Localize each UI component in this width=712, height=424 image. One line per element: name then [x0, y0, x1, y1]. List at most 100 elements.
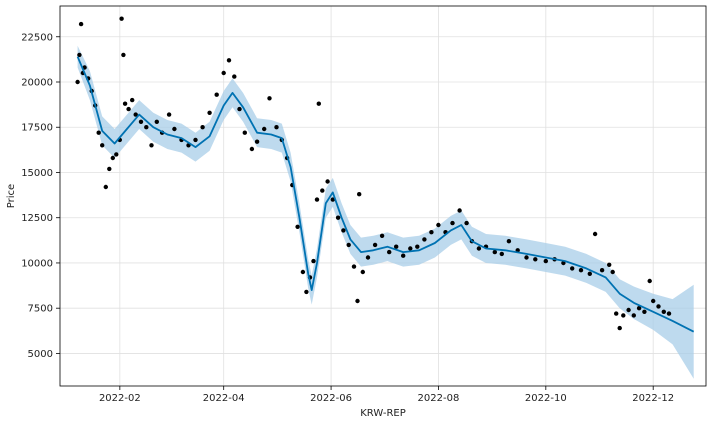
- observed-point: [422, 237, 427, 242]
- y-axis-ticks: 5000 7500 10000 12500 15000 17500 20000 22500: [21, 32, 60, 360]
- y-tick-label: 12500: [21, 213, 53, 224]
- observed-point: [214, 92, 219, 97]
- observed-point: [154, 119, 159, 125]
- observed-point: [232, 74, 237, 79]
- observed-point: [642, 309, 647, 314]
- observed-point: [351, 264, 357, 269]
- observed-point: [592, 231, 598, 237]
- y-tick-label: 5000: [28, 349, 53, 360]
- observed-point: [457, 208, 462, 213]
- observed-point: [429, 230, 434, 235]
- observed-point: [103, 184, 109, 190]
- observed-point: [666, 311, 672, 316]
- observed-point: [621, 313, 626, 318]
- x-axis-ticks: 2022-02 2022-04 2022-06 2022-08 2022-10 2022-…: [99, 386, 674, 404]
- observed-point: [408, 246, 413, 251]
- x-tick-label: 2022-10: [525, 393, 567, 404]
- y-tick-label: 17500: [21, 123, 53, 134]
- y-tick-label: 22500: [21, 32, 53, 43]
- observed-point: [570, 266, 575, 271]
- y-tick-label: 10000: [21, 258, 53, 269]
- observed-point: [226, 58, 232, 63]
- observed-point: [599, 268, 605, 273]
- observed-point: [304, 289, 309, 295]
- observed-point: [149, 143, 154, 148]
- x-tick-label: 2022-02: [99, 393, 141, 404]
- observed-point: [360, 269, 365, 275]
- observed-point: [450, 220, 455, 226]
- observed-point: [476, 246, 482, 251]
- observed-point: [325, 179, 330, 184]
- observed-point: [114, 152, 119, 157]
- observed-point: [311, 258, 316, 264]
- y-tick-label: 20000: [21, 78, 53, 89]
- observed-point: [274, 125, 279, 130]
- observed-point: [330, 197, 335, 202]
- observed-point: [133, 112, 138, 117]
- observed-point: [130, 97, 135, 103]
- y-tick-label: 7500: [28, 304, 53, 315]
- observed-point: [636, 306, 642, 311]
- observed-point: [561, 260, 566, 266]
- observed-point: [262, 126, 267, 132]
- observed-point: [237, 106, 242, 112]
- observed-point: [341, 228, 346, 233]
- observed-point: [415, 244, 420, 249]
- observed-point: [267, 96, 272, 101]
- observed-point: [316, 101, 321, 106]
- observed-point: [524, 255, 529, 260]
- observed-point: [77, 52, 82, 58]
- x-tick-label: 2022-04: [203, 393, 245, 404]
- observed-point: [346, 242, 351, 248]
- observed-point: [107, 166, 112, 172]
- x-tick-label: 2022-12: [632, 393, 674, 404]
- observed-point: [499, 251, 504, 257]
- observed-point: [314, 197, 320, 202]
- observed-point: [172, 126, 177, 132]
- observed-point: [661, 309, 666, 314]
- observed-point: [436, 222, 441, 228]
- observed-point: [110, 155, 116, 161]
- observed-point: [631, 313, 636, 318]
- forecast-line: [76, 56, 695, 333]
- observed-point: [379, 233, 385, 238]
- observed-point: [96, 130, 101, 135]
- observed-point: [492, 249, 497, 255]
- observed-point: [249, 146, 255, 152]
- observed-point: [300, 269, 306, 275]
- observed-point: [357, 192, 362, 197]
- observed-point: [121, 52, 126, 58]
- observed-point: [200, 125, 205, 130]
- observed-point: [587, 271, 592, 276]
- observed-point: [394, 244, 399, 249]
- x-axis-label: KRW-REP: [360, 408, 406, 419]
- observed-point: [242, 130, 247, 135]
- observed-point: [626, 307, 631, 313]
- observed-point: [647, 278, 652, 284]
- y-tick-label: 15000: [21, 168, 53, 179]
- observed-point: [144, 125, 149, 130]
- plot-frame: [59, 5, 707, 387]
- observed-point: [193, 137, 198, 143]
- observed-point: [138, 119, 144, 125]
- observed-point: [656, 304, 661, 309]
- observed-point: [119, 16, 124, 21]
- observed-point: [207, 110, 212, 116]
- observed-point: [651, 298, 656, 304]
- observed-point: [614, 311, 619, 316]
- observed-point: [533, 257, 538, 262]
- observed-point: [78, 21, 84, 27]
- observed-point: [610, 269, 615, 275]
- observed-point: [100, 143, 105, 148]
- observed-point: [578, 268, 584, 273]
- observed-point: [295, 224, 300, 229]
- x-tick-label: 2022-06: [310, 393, 352, 404]
- observed-point: [335, 215, 341, 220]
- observed-point: [320, 188, 325, 193]
- observed-point: [506, 239, 512, 244]
- forecast-line-layer: [76, 56, 695, 333]
- observed-point: [355, 298, 360, 304]
- observed-point: [401, 253, 406, 258]
